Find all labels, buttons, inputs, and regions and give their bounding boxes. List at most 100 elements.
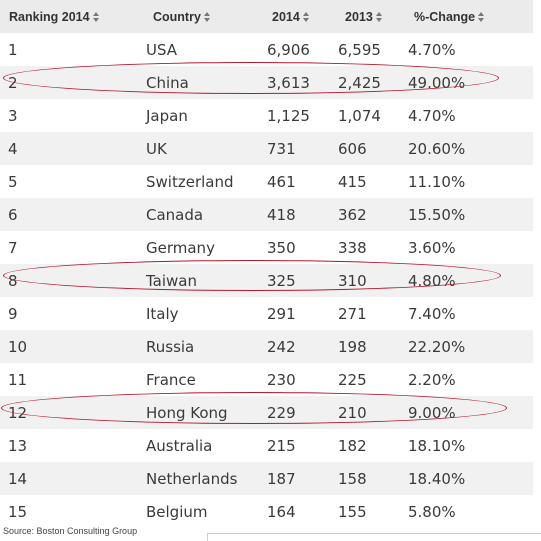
sort-arrows-icon[interactable] <box>302 11 310 22</box>
table-row: 9 Italy 291 271 7.40% <box>0 297 533 330</box>
cell-y2013: 271 <box>338 304 367 323</box>
cell-country: Italy <box>146 304 179 323</box>
table-row: 14 Netherlands 187 158 18.40% <box>0 462 533 495</box>
cell-y2014: 1,125 <box>267 106 310 125</box>
header-country[interactable]: Country <box>146 10 267 24</box>
cell-country: UK <box>146 139 167 158</box>
header-2014-label: 2014 <box>272 9 300 24</box>
cell-rank: 11 <box>8 370 28 389</box>
cell-change: 49.00% <box>408 73 466 92</box>
table-body: 1 USA 6,906 6,595 4.70% 2 China 3,613 2,425 49.00… <box>0 33 533 528</box>
cell-change: 2.20% <box>408 370 456 389</box>
cell-y2013: 606 <box>338 139 367 158</box>
cell-y2013: 210 <box>338 403 367 422</box>
cell-y2014: 731 <box>267 139 296 158</box>
cell-y2014: 187 <box>267 469 296 488</box>
cell-y2013: 6,595 <box>338 40 381 59</box>
header-2013[interactable]: 2013 <box>338 10 408 24</box>
cell-y2014: 3,613 <box>267 73 310 92</box>
cell-rank: 15 <box>8 502 28 521</box>
table-row: 1 USA 6,906 6,595 4.70% <box>0 33 533 66</box>
cell-rank: 13 <box>8 436 28 455</box>
cell-y2014: 229 <box>267 403 296 422</box>
table-row: 13 Australia 215 182 18.10% <box>0 429 533 462</box>
cell-change: 18.10% <box>408 436 466 455</box>
cell-change: 20.60% <box>408 139 466 158</box>
cell-country: France <box>146 370 196 389</box>
sort-arrows-icon[interactable] <box>375 11 383 22</box>
cell-country: Hong Kong <box>146 403 228 422</box>
header-country-label: Country <box>153 9 201 24</box>
cell-change: 11.10% <box>408 172 466 191</box>
cell-country: China <box>146 73 189 92</box>
cell-rank: 8 <box>8 271 18 290</box>
cell-y2014: 461 <box>267 172 296 191</box>
table-row: 8 Taiwan 325 310 4.80% <box>0 264 533 297</box>
table-row: 3 Japan 1,125 1,074 4.70% <box>0 99 533 132</box>
cell-y2013: 1,074 <box>338 106 381 125</box>
cell-rank: 2 <box>8 73 18 92</box>
sort-arrows-icon[interactable] <box>478 11 485 22</box>
cell-y2013: 155 <box>338 502 367 521</box>
cell-rank: 1 <box>8 40 18 59</box>
cell-y2014: 6,906 <box>267 40 310 59</box>
cell-country: Canada <box>146 205 204 224</box>
cell-y2014: 291 <box>267 304 296 323</box>
header-rank[interactable]: Ranking 2014 <box>0 10 146 24</box>
header-2013-label: 2013 <box>345 9 373 24</box>
cell-y2013: 338 <box>338 238 367 257</box>
source-note: Source: Boston Consulting Group <box>3 526 138 536</box>
sort-arrows-icon[interactable] <box>203 11 211 22</box>
cell-change: 5.80% <box>408 502 456 521</box>
cell-rank: 3 <box>8 106 18 125</box>
cell-y2014: 325 <box>267 271 296 290</box>
cell-y2013: 225 <box>338 370 367 389</box>
cell-rank: 7 <box>8 238 18 257</box>
cell-country: Switzerland <box>146 172 234 191</box>
header-rank-label: Ranking 2014 <box>9 9 90 24</box>
table-row: 10 Russia 242 198 22.20% <box>0 330 533 363</box>
cell-country: Belgium <box>146 502 208 521</box>
table-row: 6 Canada 418 362 15.50% <box>0 198 533 231</box>
cell-y2013: 362 <box>338 205 367 224</box>
table-row: 11 France 230 225 2.20% <box>0 363 533 396</box>
cell-y2014: 164 <box>267 502 296 521</box>
cell-y2013: 310 <box>338 271 367 290</box>
cell-y2013: 2,425 <box>338 73 381 92</box>
header-change[interactable]: %-Change <box>408 10 533 24</box>
cell-y2014: 215 <box>267 436 296 455</box>
table-header: Ranking 2014 Country 2014 2013 %-Change <box>0 0 533 33</box>
cell-change: 3.60% <box>408 238 456 257</box>
cell-country: Netherlands <box>146 469 238 488</box>
cell-country: Russia <box>146 337 195 356</box>
ranking-table: Ranking 2014 Country 2014 2013 %-Change … <box>0 0 533 528</box>
cell-country: Australia <box>146 436 213 455</box>
cell-country: Taiwan <box>146 271 198 290</box>
table-row: 15 Belgium 164 155 5.80% <box>0 495 533 528</box>
cell-country: Japan <box>146 106 188 125</box>
cell-y2014: 230 <box>267 370 296 389</box>
table-row: 2 China 3,613 2,425 49.00% <box>0 66 533 99</box>
cell-y2013: 415 <box>338 172 367 191</box>
cell-rank: 12 <box>8 403 28 422</box>
cell-rank: 4 <box>8 139 18 158</box>
table-row: 12 Hong Kong 229 210 9.00% <box>0 396 533 429</box>
table-row: 7 Germany 350 338 3.60% <box>0 231 533 264</box>
cell-y2014: 242 <box>267 337 296 356</box>
cell-rank: 10 <box>8 337 28 356</box>
cell-rank: 5 <box>8 172 18 191</box>
header-change-label: %-Change <box>414 9 476 24</box>
cell-rank: 9 <box>8 304 18 323</box>
sort-arrows-icon[interactable] <box>92 11 100 22</box>
header-2014[interactable]: 2014 <box>267 10 338 24</box>
cell-change: 4.80% <box>408 271 456 290</box>
cell-country: Germany <box>146 238 215 257</box>
cell-change: 15.50% <box>408 205 466 224</box>
cell-y2013: 158 <box>338 469 367 488</box>
cell-y2013: 198 <box>338 337 367 356</box>
cell-rank: 6 <box>8 205 18 224</box>
cell-y2014: 418 <box>267 205 296 224</box>
cell-change: 4.70% <box>408 40 456 59</box>
cell-change: 18.40% <box>408 469 466 488</box>
cell-y2014: 350 <box>267 238 296 257</box>
